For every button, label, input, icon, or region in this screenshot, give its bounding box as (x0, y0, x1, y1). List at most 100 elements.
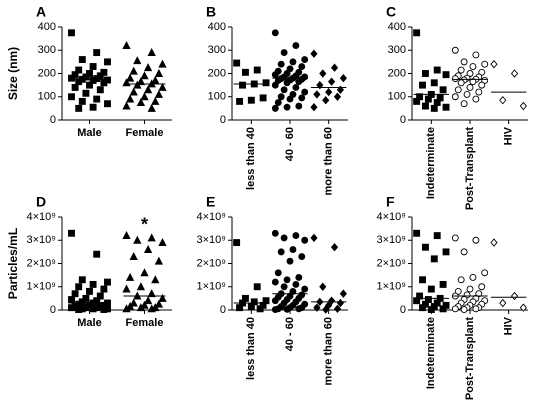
point (490, 238, 498, 247)
point (475, 88, 483, 96)
point (86, 287, 93, 295)
point (301, 88, 309, 96)
point (298, 63, 306, 70)
point (322, 305, 330, 314)
point (271, 29, 279, 37)
point (413, 297, 421, 305)
point (253, 66, 261, 74)
point (457, 66, 465, 74)
point (86, 70, 93, 77)
point (143, 85, 153, 94)
y-tick-label: 200 (388, 67, 406, 79)
point (75, 66, 83, 74)
point (274, 99, 282, 107)
point (100, 285, 108, 293)
point (233, 59, 241, 67)
point (129, 251, 138, 260)
point (451, 305, 459, 313)
point (499, 298, 507, 308)
point (147, 289, 156, 298)
x-tick-label: less than 40 (245, 317, 257, 380)
point (295, 78, 303, 86)
point (292, 42, 300, 50)
point (82, 294, 90, 302)
point (419, 304, 426, 312)
point (469, 63, 477, 70)
point (143, 63, 153, 72)
point (466, 285, 474, 293)
y-tick-label: 0 (220, 304, 226, 316)
point (289, 58, 297, 66)
point (463, 90, 471, 98)
point (499, 96, 507, 105)
point (78, 56, 86, 63)
point (271, 81, 279, 89)
x-tick-label: 40 - 60 (284, 127, 296, 161)
point (136, 97, 146, 107)
point (330, 243, 339, 252)
point (271, 104, 279, 112)
point (413, 229, 421, 237)
point (433, 66, 441, 74)
x-tick-label: Female (126, 127, 164, 139)
point (439, 305, 447, 313)
point (82, 89, 90, 97)
panel-title: C (386, 4, 396, 20)
point (339, 73, 347, 83)
point (481, 60, 489, 68)
point (442, 248, 450, 256)
point (233, 239, 241, 247)
x-tick-label: more than 60 (323, 127, 335, 195)
point (451, 75, 459, 83)
point (93, 95, 101, 103)
point (122, 284, 131, 293)
point (442, 71, 450, 79)
point (295, 274, 303, 281)
point (422, 70, 429, 77)
y-tick-label: 400 (208, 21, 226, 33)
point (125, 73, 135, 82)
point (277, 93, 285, 101)
x-tick-label: Indeterminate (425, 127, 437, 199)
point (89, 77, 97, 84)
point (427, 285, 435, 293)
point (328, 296, 336, 305)
point (419, 276, 426, 284)
y-tick-label: 4×10⁹ (197, 211, 227, 223)
point (154, 299, 164, 308)
y-tick-label: 3×10⁹ (27, 234, 57, 246)
point (310, 49, 318, 58)
point (129, 66, 138, 75)
point (481, 269, 489, 277)
point (451, 46, 459, 54)
point (472, 236, 480, 244)
point (301, 236, 309, 244)
point (129, 87, 138, 96)
panel-title: E (206, 194, 215, 210)
point (301, 285, 309, 293)
y-tick-label: 1×10⁹ (377, 281, 407, 293)
x-tick-label: 40 - 60 (284, 317, 296, 351)
point (333, 304, 342, 314)
point (71, 83, 79, 91)
point (89, 63, 97, 70)
point (419, 81, 426, 89)
point (140, 92, 149, 101)
point (158, 59, 167, 68)
point (247, 303, 255, 310)
point (322, 96, 330, 105)
point (140, 268, 149, 277)
point (68, 296, 75, 303)
point (442, 103, 450, 111)
point (68, 229, 75, 237)
point (154, 256, 164, 265)
point (96, 292, 104, 300)
point (460, 306, 468, 313)
point (71, 71, 79, 79)
point (457, 276, 465, 284)
point (454, 86, 462, 94)
y-tick-label: 100 (208, 91, 226, 103)
point (469, 78, 477, 86)
point (433, 99, 441, 107)
y-tick-label: 400 (38, 21, 56, 33)
